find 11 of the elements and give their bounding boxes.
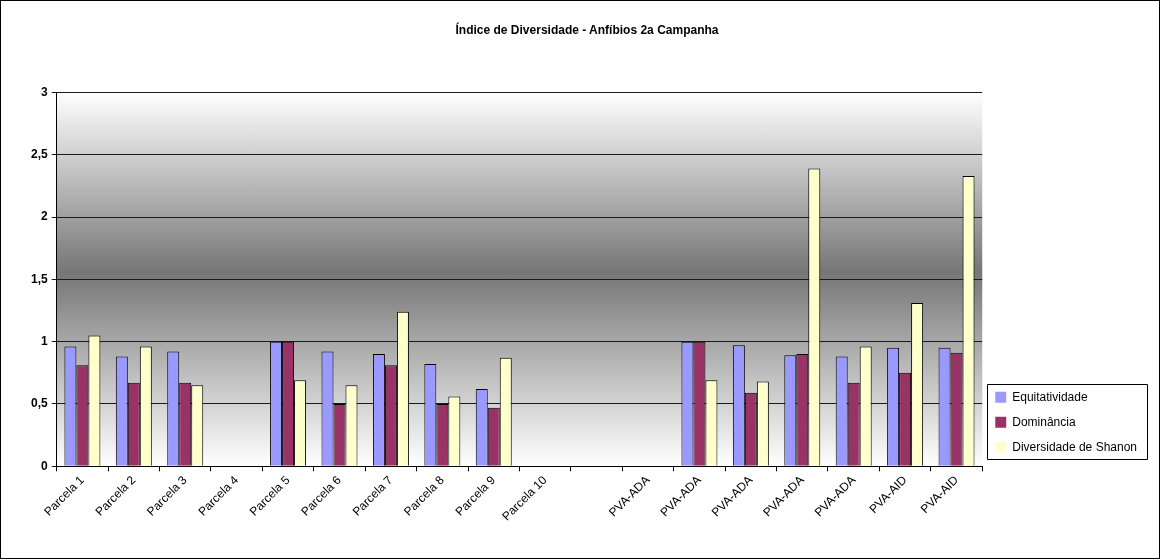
y-tick-label: 3 bbox=[40, 84, 48, 99]
legend-label: Diversidade de Shanon bbox=[1012, 439, 1138, 454]
y-tick-label: 1,5 bbox=[30, 271, 48, 286]
legend-label: Dominância bbox=[1012, 414, 1076, 429]
legend-label: Equitatividade bbox=[1012, 389, 1088, 404]
y-tick-label: 2,5 bbox=[30, 147, 48, 162]
chart-title: Índice de Diversidade - Anfíbios 2a Campanha bbox=[455, 21, 719, 37]
y-tick-label: 2 bbox=[40, 209, 48, 224]
y-tick-label: 0,5 bbox=[30, 396, 48, 411]
y-tick-label: 1 bbox=[40, 333, 48, 348]
y-tick-label: 0 bbox=[40, 458, 48, 473]
